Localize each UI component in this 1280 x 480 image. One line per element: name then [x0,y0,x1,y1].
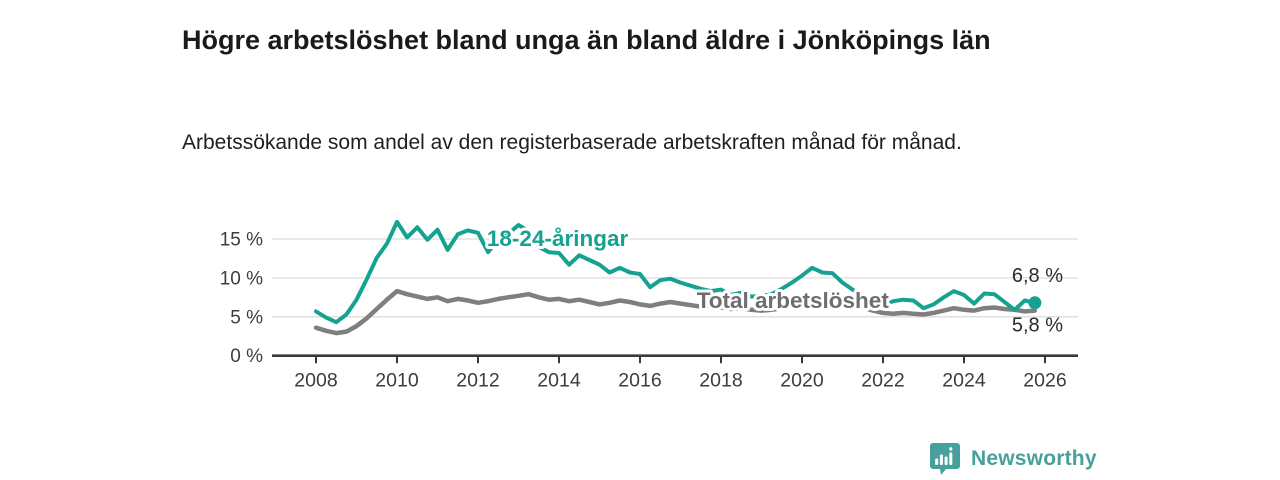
x-tick-label: 2010 [375,370,419,392]
x-tick-label: 2012 [456,370,499,392]
y-tick-label: 10 % [220,268,263,289]
unemployment-line-chart: 0 % 5 % 10 % 15 % 2008 2010 2012 2014 2016 2018 20… [220,219,1078,392]
newsworthy-logo-icon [930,443,960,475]
brand-footer: Newsworthy [930,443,1097,475]
y-tick-label: 15 % [220,230,263,251]
x-tick-label: 2022 [861,370,904,392]
x-tick-label: 2014 [537,370,581,392]
x-tick-label: 2024 [942,370,986,392]
series-label-young: 18-24-åringar [487,226,629,251]
end-value-label-young: 6,8 % [1012,265,1063,287]
y-tick-label: 5 % [230,307,263,328]
x-tick-label: 2020 [780,370,824,392]
latest-value-dot [1028,296,1042,310]
x-tick-label: 2008 [294,370,337,392]
end-value-label-total: 5,8 % [1012,315,1063,337]
exclamation-bar [949,452,953,465]
x-tick-label: 2016 [618,370,661,392]
x-tick-label: 2018 [699,370,742,392]
bar-chart-glyph [935,447,953,465]
page-subtitle: Arbetssökande som andel av den registerb… [182,131,962,154]
page-title: Högre arbetslöshet bland unga än bland ä… [182,25,991,56]
newsworthy-wordmark: Newsworthy [971,447,1097,470]
series-line-young [314,219,1037,325]
x-tick-label: 2026 [1023,370,1066,392]
y-tick-label: 0 % [230,346,263,367]
series-label-total: Total arbetslöshet [697,288,890,313]
exclamation-dot [949,447,953,451]
series-line-total [313,288,1038,336]
